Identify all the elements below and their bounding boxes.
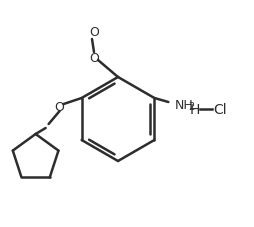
Text: O: O: [55, 100, 65, 113]
Text: NH: NH: [174, 98, 193, 111]
Text: H: H: [190, 103, 200, 116]
Text: O: O: [89, 51, 99, 64]
Text: O: O: [89, 25, 99, 38]
Text: Cl: Cl: [213, 103, 227, 116]
Text: 2: 2: [188, 101, 195, 111]
